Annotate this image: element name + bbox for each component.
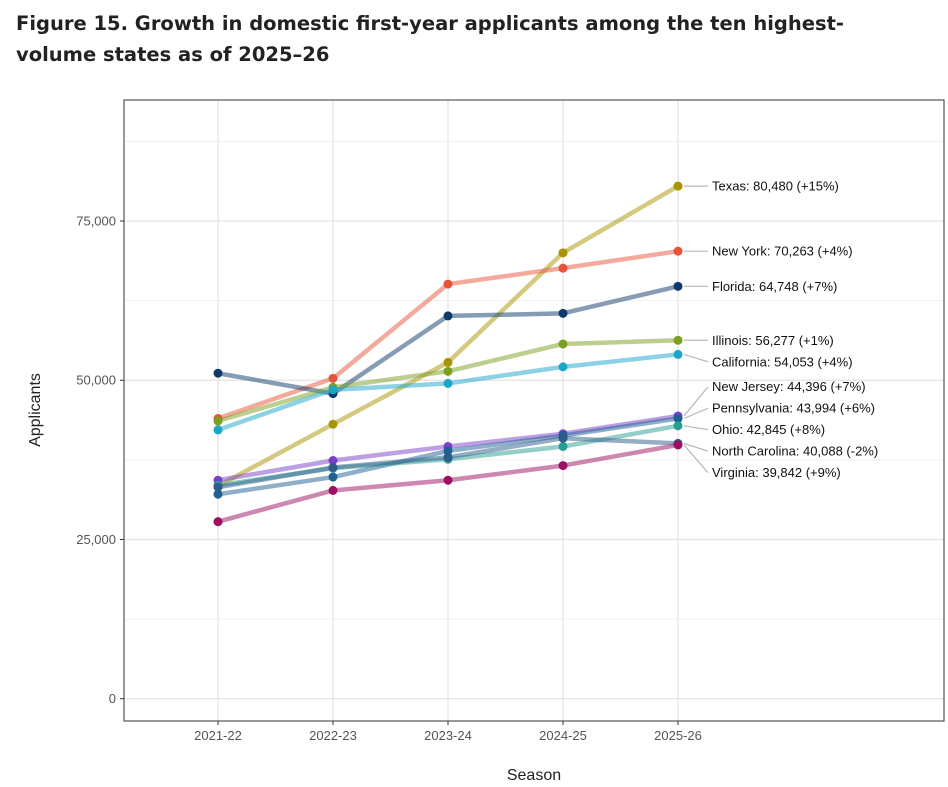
data-point-florida xyxy=(213,368,223,378)
end-label-california: California: 54,053 (+4%) xyxy=(712,354,853,369)
end-label-florida: Florida: 64,748 (+7%) xyxy=(712,279,837,294)
data-point-ohio xyxy=(673,421,683,431)
label-leader-line xyxy=(683,407,709,420)
y-axis: 0 25,000 50,000 75,000 xyxy=(76,214,124,706)
data-point-north-carolina xyxy=(443,452,453,462)
y-tick-label: 75,000 xyxy=(76,214,116,229)
data-point-pennsylvania xyxy=(673,413,683,423)
data-point-new-york xyxy=(673,246,683,256)
data-point-florida xyxy=(443,311,453,321)
end-label-group-texas: Texas: 80,480 (+15%) xyxy=(684,179,839,194)
end-label-new-jersey: New Jersey: 44,396 (+7%) xyxy=(712,379,866,394)
data-point-florida xyxy=(558,308,568,318)
data-point-virginia xyxy=(213,517,223,527)
label-leader-line xyxy=(683,353,709,363)
end-label-group-florida: Florida: 64,748 (+7%) xyxy=(684,279,837,294)
data-point-california xyxy=(673,349,683,359)
end-label-group-pennsylvania: Pennsylvania: 43,994 (+6%) xyxy=(683,401,875,420)
label-leader-line xyxy=(683,442,709,452)
x-tick-label: 2023-24 xyxy=(424,728,472,743)
end-label-pennsylvania: Pennsylvania: 43,994 (+6%) xyxy=(712,401,875,416)
end-label-texas: Texas: 80,480 (+15%) xyxy=(712,179,839,194)
data-point-california xyxy=(558,362,568,372)
end-labels-layer: Texas: 80,480 (+15%) New York: 70,263 (+4… xyxy=(683,179,878,480)
data-point-california xyxy=(328,385,338,395)
end-label-group-new-jersey: New Jersey: 44,396 (+7%) xyxy=(683,379,866,417)
end-label-group-illinois: Illinois: 56,277 (+1%) xyxy=(684,333,834,348)
x-axis: 2021-22 2022-23 2023-24 2024-25 2025-26 xyxy=(194,721,702,743)
data-point-virginia xyxy=(443,475,453,485)
data-point-illinois xyxy=(673,335,683,345)
end-label-group-new-york: New York: 70,263 (+4%) xyxy=(684,244,853,259)
x-axis-title: Season xyxy=(507,767,561,784)
end-label-ohio: Ohio: 42,845 (+8%) xyxy=(712,422,825,437)
data-point-illinois xyxy=(558,339,568,349)
label-leader-line xyxy=(683,386,709,417)
data-point-pennsylvania xyxy=(213,489,223,499)
plot-panel-border xyxy=(123,99,945,722)
series-layer xyxy=(213,181,683,527)
y-tick-label: 0 xyxy=(109,691,116,706)
y-tick-label: 50,000 xyxy=(76,373,116,388)
data-point-new-jersey xyxy=(328,455,338,465)
y-axis-title: Applicants xyxy=(27,373,44,447)
data-point-pennsylvania xyxy=(328,472,338,482)
data-point-virginia xyxy=(328,485,338,495)
x-tick-label: 2022-23 xyxy=(309,728,357,743)
label-leader-line xyxy=(683,425,709,431)
x-tick-label: 2024-25 xyxy=(539,728,587,743)
data-point-new-york xyxy=(443,279,453,289)
figure-title: Figure 15. Growth in domestic first-year… xyxy=(16,12,844,66)
data-point-north-carolina xyxy=(558,433,568,443)
data-point-ohio xyxy=(558,441,568,451)
data-point-florida xyxy=(673,281,683,291)
data-point-pennsylvania xyxy=(443,446,453,456)
x-tick-label: 2025-26 xyxy=(654,728,702,743)
data-point-texas xyxy=(443,357,453,367)
end-label-group-virginia: Virginia: 39,842 (+9%) xyxy=(683,444,841,480)
data-point-virginia xyxy=(673,440,683,450)
end-label-group-california: California: 54,053 (+4%) xyxy=(683,353,853,369)
data-point-virginia xyxy=(558,461,568,471)
data-point-new-york xyxy=(328,373,338,383)
data-point-illinois xyxy=(213,416,223,426)
end-label-group-ohio: Ohio: 42,845 (+8%) xyxy=(683,422,825,437)
data-point-texas xyxy=(673,181,683,191)
series-virginia xyxy=(213,440,683,527)
data-point-texas xyxy=(328,419,338,429)
series-california xyxy=(213,349,683,435)
data-point-texas xyxy=(558,248,568,258)
end-label-new-york: New York: 70,263 (+4%) xyxy=(712,244,853,259)
y-tick-label: 25,000 xyxy=(76,532,116,547)
series-florida xyxy=(213,281,683,399)
data-point-california xyxy=(213,425,223,435)
end-label-virginia: Virginia: 39,842 (+9%) xyxy=(712,465,841,480)
data-point-new-york xyxy=(558,263,568,273)
end-label-group-north-carolina: North Carolina: 40,088 (-2%) xyxy=(683,442,878,459)
x-tick-label: 2021-22 xyxy=(194,728,242,743)
data-point-north-carolina xyxy=(328,463,338,473)
data-point-illinois xyxy=(443,366,453,376)
end-label-north-carolina: North Carolina: 40,088 (-2%) xyxy=(712,444,878,459)
label-leader-line xyxy=(683,444,709,474)
end-label-illinois: Illinois: 56,277 (+1%) xyxy=(712,333,834,348)
series-illinois xyxy=(213,335,683,426)
data-point-california xyxy=(443,378,453,388)
data-point-north-carolina xyxy=(213,482,223,492)
